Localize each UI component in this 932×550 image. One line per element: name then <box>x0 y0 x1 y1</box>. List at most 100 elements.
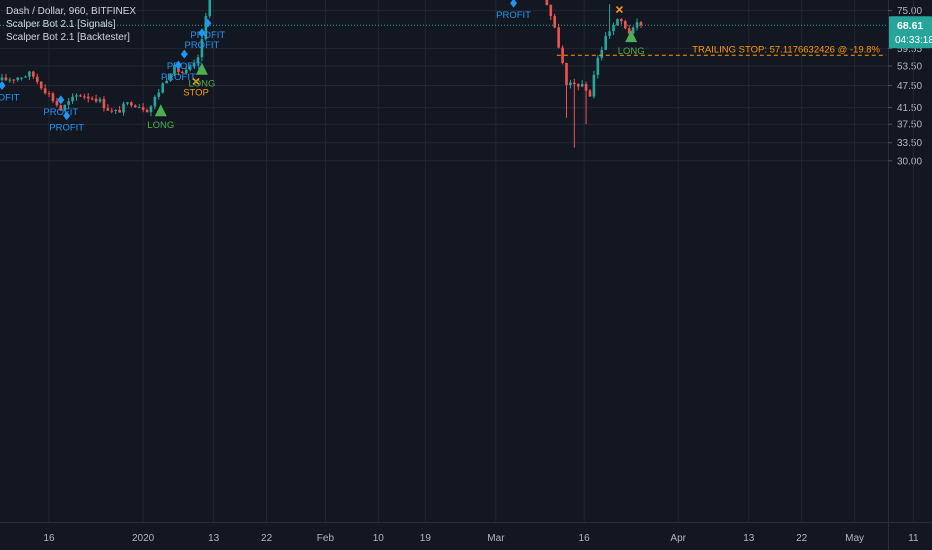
candle <box>169 73 172 82</box>
profit-signal-label: PROFIT <box>190 30 225 41</box>
price-tick-label: 75.00 <box>897 6 922 17</box>
profit-diamond-icon <box>180 49 188 59</box>
time-tick-label: 16 <box>579 533 591 544</box>
candle <box>200 37 204 62</box>
candle <box>188 63 192 72</box>
candle <box>126 101 129 106</box>
long-arrow-up-icon <box>625 30 638 43</box>
candle <box>631 26 635 35</box>
candle <box>12 79 16 84</box>
candle <box>137 104 141 109</box>
candle <box>192 59 196 69</box>
time-tick-label: 11 <box>908 533 919 544</box>
time-tick-label: 13 <box>208 533 220 544</box>
candle <box>565 62 568 118</box>
time-tick-label: 2020 <box>132 533 155 544</box>
candle <box>635 18 639 31</box>
long-arrow-up-icon <box>195 62 208 75</box>
price-tick-label: 41.50 <box>897 103 922 114</box>
candle <box>98 96 102 104</box>
candle <box>75 93 78 101</box>
profit-diamond-icon <box>198 28 206 38</box>
candle <box>8 77 12 83</box>
candle <box>620 18 623 25</box>
profit-diamond-icon <box>174 60 182 70</box>
candle <box>145 108 149 113</box>
profit-signal-label: PROFIT <box>43 107 78 118</box>
candle <box>149 104 153 117</box>
candle <box>608 4 611 39</box>
price-tick-label: 59.55 <box>897 44 922 55</box>
candle <box>181 70 184 74</box>
profit-diamond-icon <box>57 95 65 105</box>
time-tick-label: Feb <box>317 533 335 544</box>
time-tick-label: Apr <box>670 533 686 544</box>
candle <box>141 103 145 113</box>
candle <box>35 73 39 85</box>
profit-diamond-icon <box>204 18 212 28</box>
candle <box>39 81 43 90</box>
stop-cross-icon <box>615 5 623 14</box>
candle <box>63 104 67 112</box>
time-tick-label: 13 <box>743 533 755 544</box>
candle <box>118 105 121 113</box>
stop-signal-label: STOP <box>183 87 209 98</box>
long-arrow-up-icon <box>154 104 167 117</box>
profit-signal-label: PROFIT <box>49 123 84 134</box>
indicator-signals[interactable]: Scalper Bot 2.1 [Signals] <box>6 19 116 30</box>
candle <box>90 96 94 101</box>
candle <box>561 45 564 65</box>
candle <box>184 67 188 75</box>
profit-signal-label: PROFIT <box>167 61 202 72</box>
candle <box>110 107 114 114</box>
current-price-tag <box>889 16 932 49</box>
candle <box>24 75 27 78</box>
candle <box>616 18 619 26</box>
candle <box>623 19 627 30</box>
long-signal-label: LONG <box>618 46 645 57</box>
indicator-backtester[interactable]: Scalper Bot 2.1 [Backtester] <box>6 32 130 43</box>
price-tick-label: 53.50 <box>897 61 922 72</box>
chart-legend: Dash / Dollar, 960, BITFINEX Scalper Bot… <box>6 5 136 44</box>
candle <box>196 54 200 67</box>
price-tick-label: 30.00 <box>897 156 922 167</box>
candle <box>157 88 161 100</box>
current-price-value: 68.61 <box>897 20 923 32</box>
time-tick-label: 10 <box>373 533 385 544</box>
candle <box>553 13 557 29</box>
time-tick-label: 22 <box>796 533 808 544</box>
time-tick-label: 19 <box>420 533 432 544</box>
candle <box>173 62 176 76</box>
candle <box>79 94 82 98</box>
candle <box>588 88 592 97</box>
profit-signal-label: PROFIT <box>496 10 531 21</box>
long-signal-label: LONG <box>147 120 174 131</box>
stop-signal-label: STOP <box>607 0 633 3</box>
candle <box>153 95 157 110</box>
candle <box>204 12 208 41</box>
candle <box>122 101 125 116</box>
long-signal-label: LONG <box>188 79 215 90</box>
candle <box>600 46 604 61</box>
candle <box>130 101 133 108</box>
time-tick-label: May <box>845 533 864 544</box>
candle <box>612 22 615 36</box>
candle <box>580 79 584 88</box>
candle <box>83 93 86 100</box>
candle <box>47 90 51 98</box>
candle <box>549 4 553 21</box>
time-tick-label: 16 <box>43 533 55 544</box>
symbol-title[interactable]: Dash / Dollar, 960, BITFINEX <box>6 6 137 17</box>
candle <box>28 70 31 81</box>
candle <box>208 0 212 19</box>
candle <box>16 76 19 82</box>
candle <box>161 82 165 94</box>
trailing-stop-label: TRAILING STOP: 57.1176632426 @ -19.8% <box>692 44 880 55</box>
candle <box>576 83 580 91</box>
candle <box>4 73 8 81</box>
price-tick-label: 37.50 <box>897 120 922 131</box>
profit-diamond-icon <box>63 111 71 121</box>
price-tick-label: 47.50 <box>897 81 922 92</box>
